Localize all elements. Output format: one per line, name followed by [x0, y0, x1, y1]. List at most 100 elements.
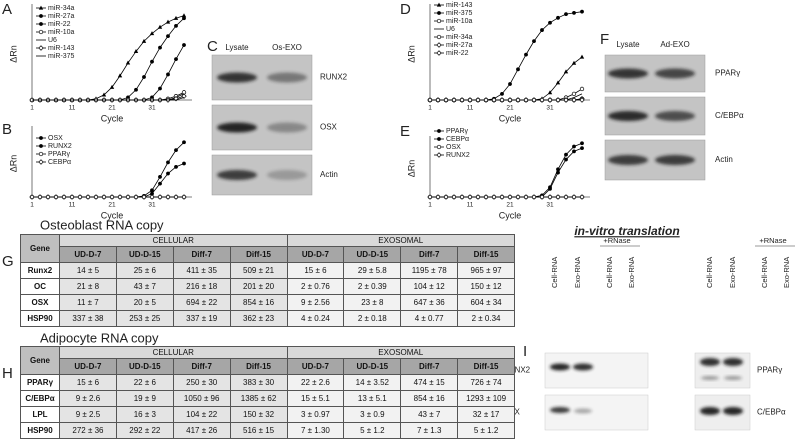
marker [437, 129, 441, 133]
marker [437, 11, 441, 15]
marker [571, 194, 577, 200]
band [723, 407, 743, 415]
table-row: HSP90 337 ± 38 253 ± 25 337 ± 19 362 ± 23 4 ±… [20, 310, 515, 327]
marker [77, 194, 83, 200]
marker [182, 161, 186, 166]
marker [547, 194, 553, 200]
panel-label: H [2, 365, 13, 382]
marker [516, 67, 520, 72]
table-cell: 383 ± 30 [229, 374, 288, 391]
marker [38, 45, 44, 51]
marker [166, 34, 170, 39]
table-cell: 20 ± 5 [115, 294, 174, 311]
table-cell: 292 ± 22 [115, 422, 174, 439]
table-row: UD-D-7 UD-D-15 Diff-7 Diff-15 UD-D-7 UD-D-15 D… [21, 246, 515, 263]
table-cell: 216 ± 18 [172, 278, 231, 295]
marker [483, 97, 489, 103]
marker [142, 75, 146, 79]
marker [134, 87, 138, 92]
marker [125, 194, 131, 200]
x-tick-label: 11 [467, 202, 474, 209]
y-axis-label: ΔRn [406, 45, 416, 63]
table-cell: UD-D-15 [115, 358, 174, 375]
lane-label: Exo-RNA [573, 257, 582, 288]
table-cell: 201 ± 20 [229, 278, 288, 295]
lane-label: Lysate [616, 40, 640, 49]
blot-panel [544, 352, 649, 389]
table-cell: Runx2 [20, 262, 60, 279]
marker [181, 194, 187, 200]
table-cell: Diff-15 [457, 358, 515, 375]
marker [556, 15, 560, 20]
table-cell: 3 ± 0.9 [343, 406, 402, 423]
table-cell: UD-D-15 [343, 358, 402, 375]
marker [69, 194, 75, 200]
marker [443, 97, 449, 103]
marker [523, 97, 529, 103]
table-cell: 362 ± 23 [229, 310, 288, 327]
legend-label: U6 [48, 37, 57, 44]
table-cell: Diff-15 [229, 358, 288, 375]
table-cell: 253 ± 25 [115, 310, 174, 327]
marker [125, 60, 131, 65]
band [700, 358, 720, 366]
marker [182, 16, 186, 21]
marker [53, 194, 59, 200]
band [217, 122, 257, 133]
treatment-label: +RNase [759, 236, 786, 245]
legend-label: miR-34a [446, 34, 473, 41]
marker [580, 141, 584, 146]
marker [38, 29, 44, 35]
table-cell: 22 ± 2.6 [286, 374, 345, 391]
band [267, 122, 307, 133]
y-axis-label: ΔRn [8, 45, 18, 63]
marker [556, 170, 560, 175]
marker [580, 146, 584, 151]
series-line [32, 163, 185, 198]
table-row: Gene CELLULAR EXOSOMAL [20, 234, 515, 263]
marker [158, 45, 162, 50]
legend-label: miR-10a [446, 18, 473, 25]
table-row: PPARγ 15 ± 6 22 ± 6 250 ± 30 383 ± 30 22 ± 2.… [20, 374, 515, 391]
table-cell: 43 ± 7 [115, 278, 174, 295]
x-tick-label: 31 [546, 105, 554, 112]
table-cell: 150 ± 12 [457, 278, 515, 295]
marker [38, 151, 44, 157]
x-axis-label: Cycle [101, 210, 124, 220]
table-cell: Gene [20, 346, 60, 375]
table-cell: 337 ± 38 [59, 310, 117, 327]
marker [547, 97, 553, 103]
lane-label: Cell-RNA [760, 257, 769, 288]
marker [39, 144, 43, 148]
panel-label: I [523, 343, 527, 360]
table-cell: 1293 ± 109 [457, 390, 515, 407]
marker [539, 194, 545, 200]
marker [39, 22, 43, 26]
x-tick-label: 1 [428, 202, 432, 209]
table-cell: 15 ± 6 [59, 374, 117, 391]
table-cell: 965 ± 97 [457, 262, 515, 279]
marker [181, 93, 187, 99]
marker [182, 140, 186, 145]
x-tick-label: 1 [428, 105, 432, 112]
marker [149, 31, 155, 36]
table-cell: 150 ± 32 [229, 406, 288, 423]
marker [548, 20, 552, 25]
marker [572, 149, 576, 154]
y-axis-label: ΔRn [406, 160, 416, 178]
table-cell: 417 ± 26 [172, 422, 231, 439]
table-cell: 3 ± 0.97 [286, 406, 345, 423]
protein-label: C/EBPα [715, 111, 744, 120]
marker [459, 194, 465, 200]
marker [475, 97, 481, 103]
marker [515, 194, 521, 200]
table-cell: 694 ± 22 [172, 294, 231, 311]
band [217, 72, 257, 83]
marker [38, 5, 44, 10]
table-title: Adipocyte RNA copy [40, 330, 159, 345]
protein-label: OSX [320, 123, 338, 132]
table-cell: 474 ± 15 [400, 374, 459, 391]
marker [150, 191, 154, 196]
band [608, 155, 648, 165]
